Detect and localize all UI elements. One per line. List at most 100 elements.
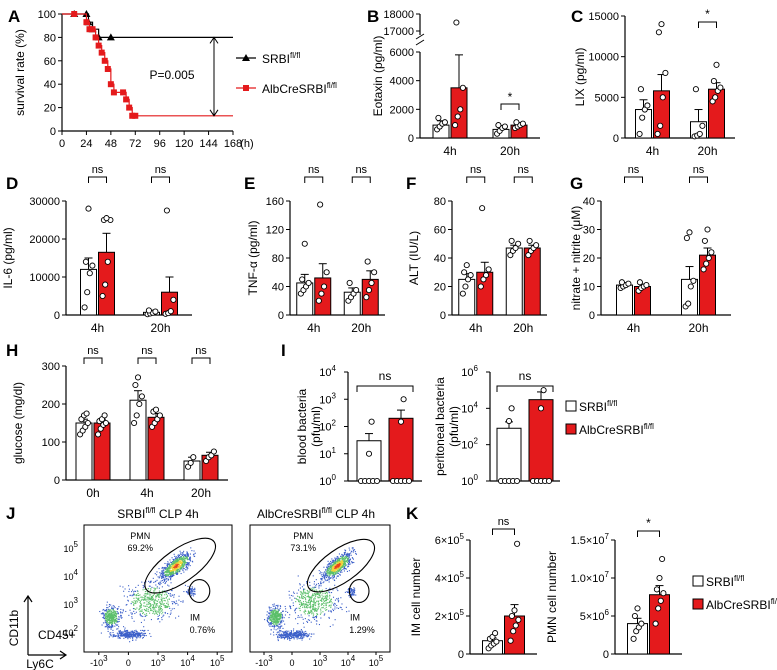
event-dot	[326, 579, 328, 581]
event-dot	[323, 602, 325, 605]
event-dot	[342, 556, 344, 558]
event-dot	[340, 558, 342, 560]
event-dot	[164, 570, 166, 572]
data-point	[305, 279, 312, 286]
event-dot	[331, 591, 333, 594]
event-dot	[156, 613, 158, 615]
event-dot	[107, 619, 109, 621]
event-dot	[173, 574, 175, 576]
x-tick-label: 4h	[307, 321, 320, 335]
event-dot	[142, 589, 144, 591]
event-dot	[176, 565, 178, 567]
event-dot	[283, 638, 285, 640]
panel-letter-A: A	[8, 7, 20, 26]
event-dot	[355, 552, 357, 555]
event-dot	[131, 636, 133, 638]
event-dot	[177, 569, 179, 571]
event-dot	[306, 596, 308, 598]
event-dot	[161, 586, 163, 588]
event-dot	[114, 607, 116, 609]
event-dot	[178, 554, 180, 556]
event-dot	[147, 599, 149, 601]
event-dot	[141, 581, 143, 583]
event-dot	[319, 582, 322, 584]
event-dot	[182, 560, 184, 562]
event-dot	[276, 621, 278, 623]
event-dot	[337, 607, 340, 610]
event-dot	[346, 556, 348, 558]
event-dot	[273, 613, 275, 615]
event-dot	[300, 633, 302, 635]
event-dot	[336, 572, 338, 574]
event-dot	[171, 571, 173, 573]
y-tick-label: 20000	[29, 234, 60, 246]
event-dot	[318, 584, 320, 586]
event-dot	[319, 572, 321, 575]
event-dot	[332, 568, 334, 570]
event-dot	[109, 614, 111, 616]
event-dot	[276, 625, 279, 627]
event-dot	[335, 577, 337, 579]
event-dot	[188, 555, 190, 557]
event-dot	[163, 572, 165, 574]
event-dot	[334, 564, 336, 566]
pmn-percent: 69.2%	[127, 543, 153, 553]
event-dot	[309, 598, 311, 600]
event-dot	[310, 609, 312, 611]
event-dot	[334, 560, 336, 562]
event-dot	[107, 609, 109, 611]
event-dot	[185, 566, 188, 568]
event-dot	[336, 560, 338, 562]
event-dot	[181, 560, 183, 562]
event-dot	[326, 568, 328, 570]
event-dot	[144, 613, 146, 615]
significance-label: ns	[693, 164, 705, 176]
data-point	[519, 120, 526, 127]
event-dot	[304, 607, 306, 609]
event-dot	[186, 591, 188, 593]
event-dot	[338, 563, 341, 565]
event-dot	[325, 575, 327, 577]
event-dot	[296, 631, 298, 633]
event-dot	[147, 610, 149, 612]
event-dot	[159, 611, 161, 613]
event-dot	[299, 608, 301, 610]
event-dot	[118, 637, 120, 639]
event-dot	[184, 559, 186, 561]
event-dot	[270, 623, 273, 625]
event-dot	[338, 559, 340, 561]
event-dot	[140, 632, 142, 635]
event-dot	[168, 566, 170, 568]
event-dot	[113, 605, 115, 607]
event-dot	[331, 568, 333, 570]
event-dot	[352, 594, 354, 596]
event-dot	[326, 566, 328, 569]
event-dot	[280, 633, 282, 635]
event-dot	[173, 566, 175, 568]
data-point	[636, 279, 643, 286]
event-dot	[335, 557, 337, 559]
event-dot	[150, 605, 152, 607]
event-dot	[295, 636, 298, 638]
event-dot	[143, 594, 145, 596]
event-dot	[183, 557, 185, 559]
event-dot	[139, 611, 141, 613]
event-dot	[323, 581, 325, 583]
data-point	[683, 234, 690, 242]
event-dot	[140, 610, 142, 612]
event-dot	[146, 593, 148, 595]
event-dot	[319, 596, 321, 598]
event-dot	[321, 579, 323, 581]
event-dot	[113, 622, 115, 624]
event-dot	[293, 632, 295, 634]
event-dot	[278, 609, 280, 611]
data-point	[507, 252, 514, 259]
event-dot	[293, 634, 296, 636]
event-dot	[185, 590, 188, 593]
event-dot	[314, 607, 316, 609]
event-dot	[173, 607, 175, 610]
event-dot	[339, 568, 341, 570]
event-dot	[107, 630, 109, 632]
event-dot	[175, 600, 177, 602]
event-dot	[112, 636, 114, 638]
